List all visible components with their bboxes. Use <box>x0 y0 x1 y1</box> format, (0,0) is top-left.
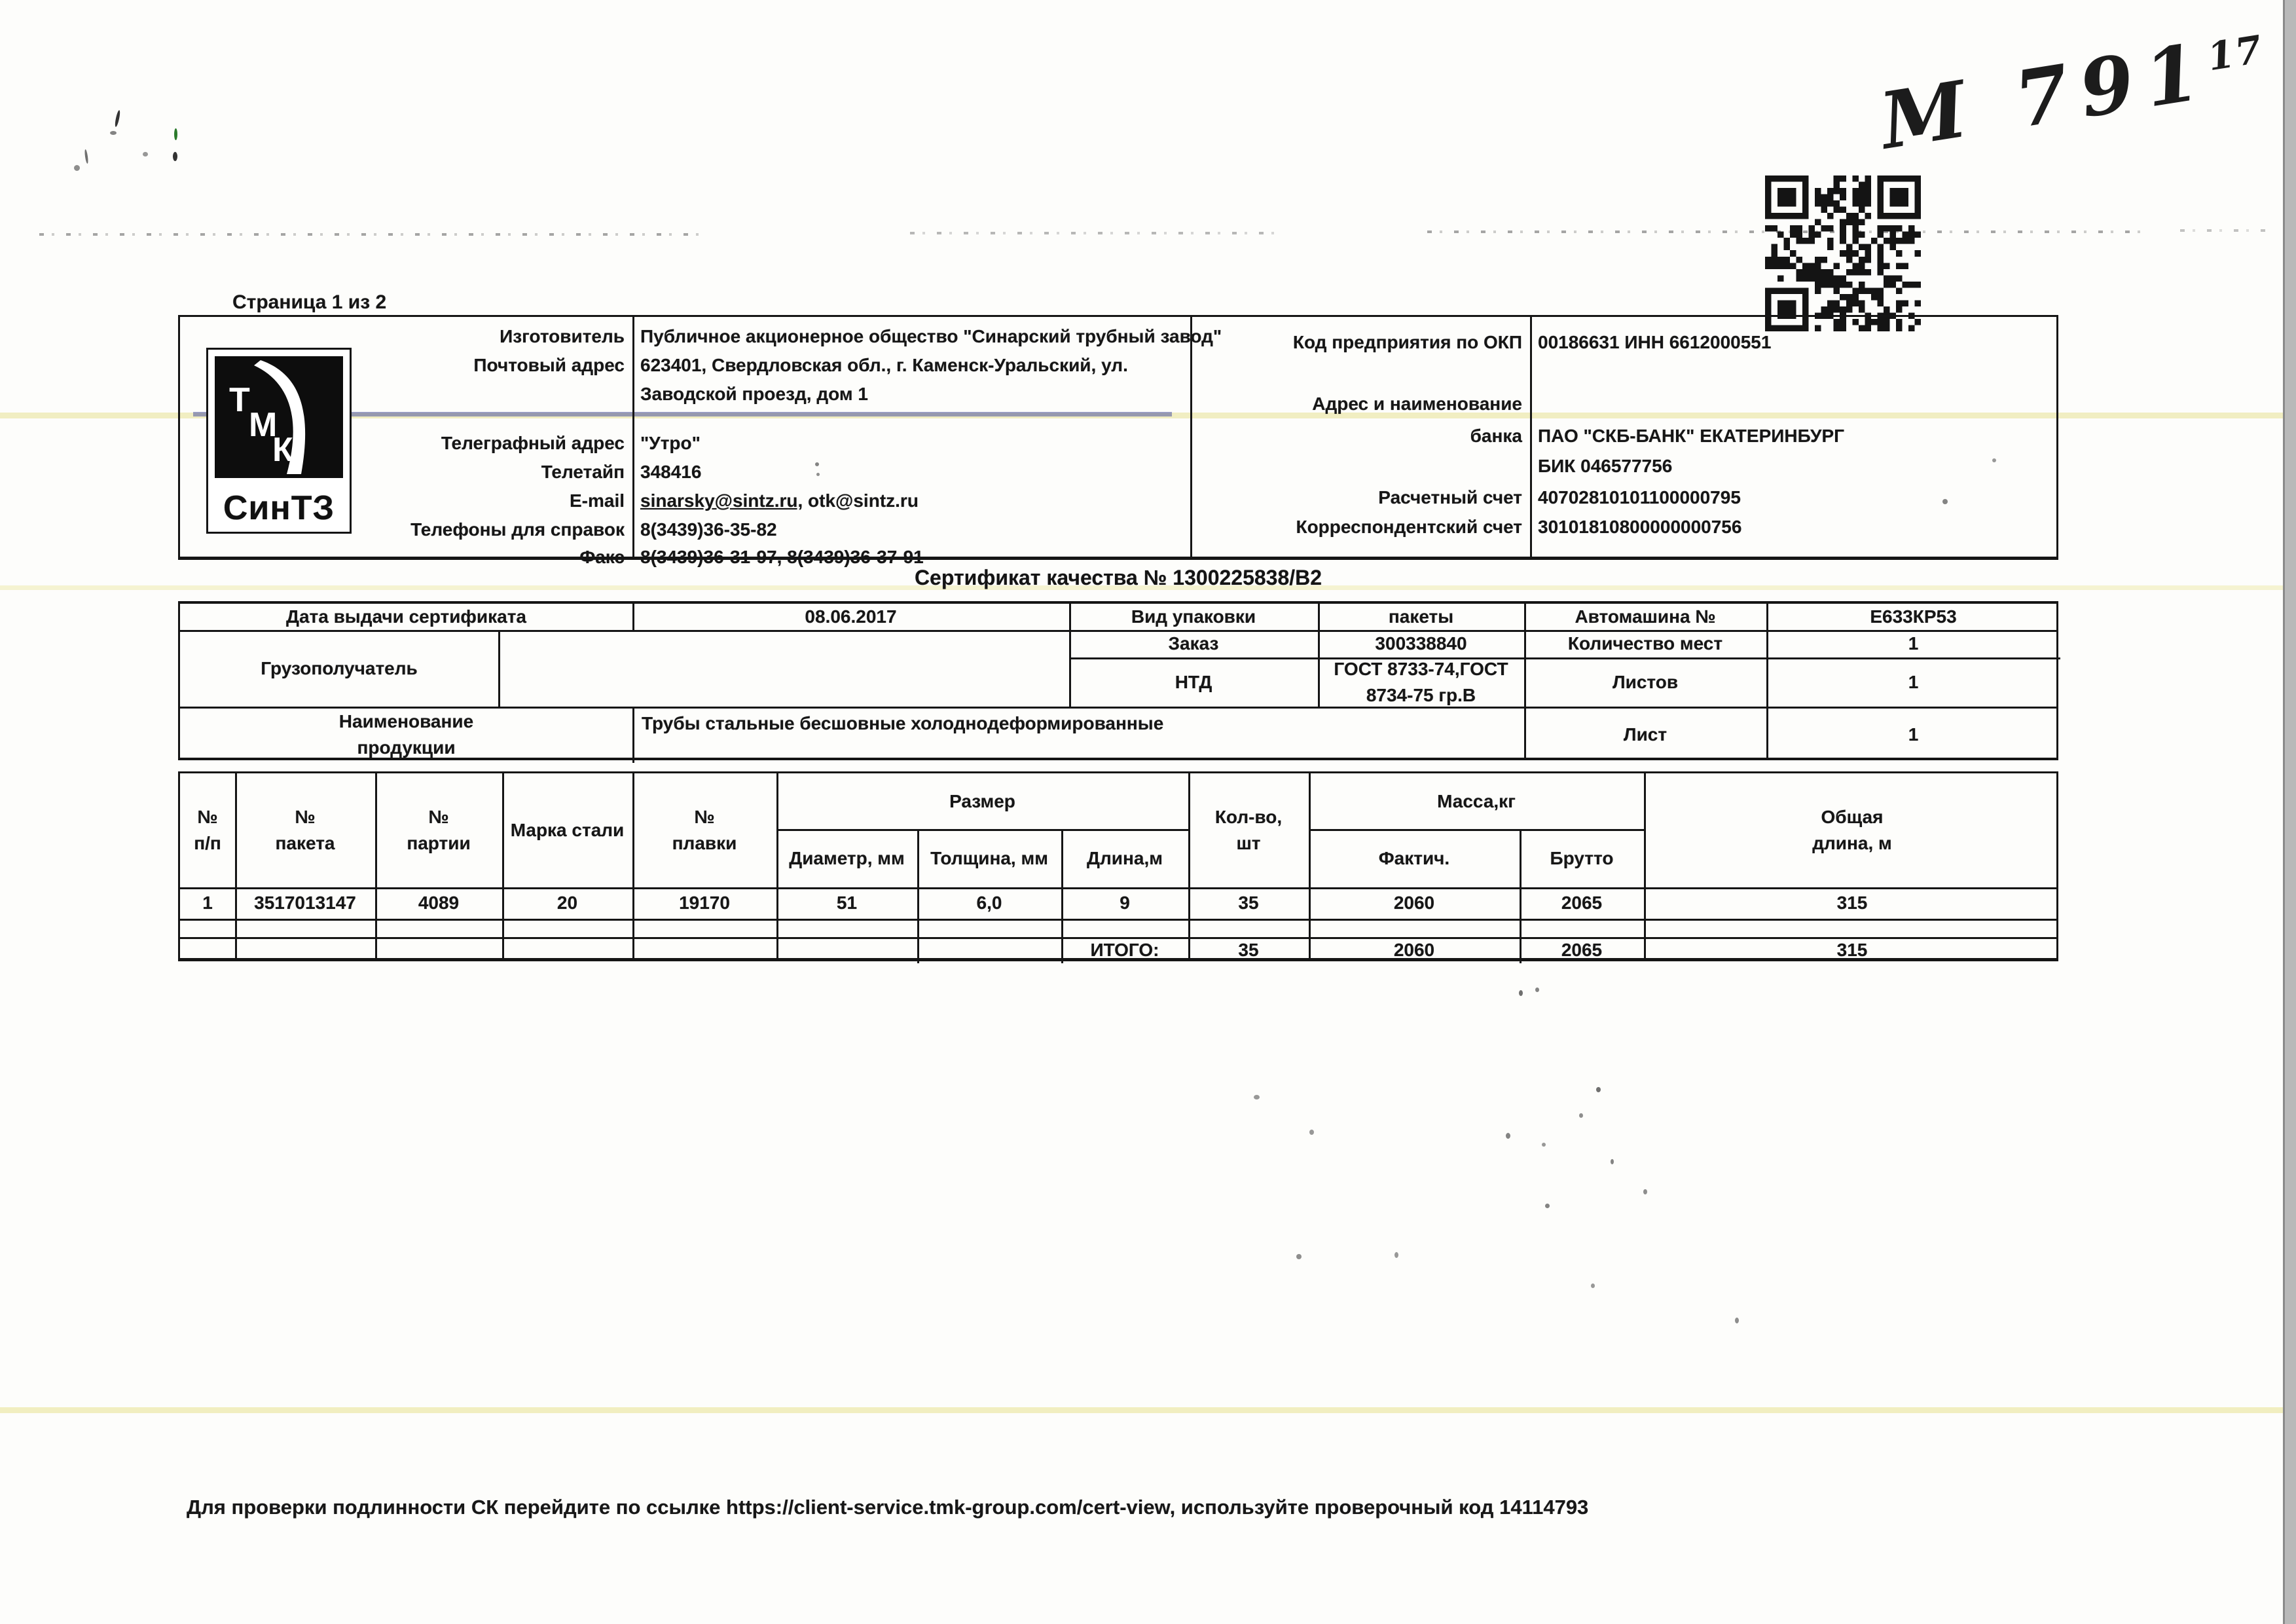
totals-label: ИТОГО: <box>1090 940 1159 960</box>
teletype-value: 348416 <box>640 462 702 482</box>
places-count-label: Количество мест <box>1567 633 1723 654</box>
email-primary: sinarsky@sintz.ru, <box>640 490 803 511</box>
row-mass-fact: 2060 <box>1393 893 1435 913</box>
correspondent-account-value: 30101810800000000756 <box>1538 517 1742 537</box>
handwritten-superscript: 17 <box>2204 26 2267 80</box>
okp-code-value: 00186631 ИНН 6612000551 <box>1538 332 1772 352</box>
col-header-package: № пакета <box>275 807 335 853</box>
page-indicator: Страница 1 из 2 <box>232 291 387 313</box>
svg-text:К: К <box>272 431 293 469</box>
tmk-logo-mark: Т М К <box>215 356 343 478</box>
teletype-label: Телетайп <box>541 462 625 482</box>
row-thickness: 6,0 <box>976 893 1002 913</box>
okp-code-label: Код предприятия по ОКП <box>1292 332 1522 352</box>
row-package: 3517013147 <box>254 893 356 913</box>
col-header-qty: Кол-во, шт <box>1214 807 1283 853</box>
qr-code <box>1765 175 1921 331</box>
postal-address-value: 623401, Свердловская обл., г. Каменск-Ур… <box>640 355 1128 404</box>
consignee-label: Грузополучатель <box>261 657 418 678</box>
issue-date-value: 08.06.2017 <box>805 606 897 627</box>
totals-total-length: 315 <box>1836 940 1868 960</box>
manufacturer-value: Публичное акционерное общество "Синарски… <box>640 326 1222 346</box>
telegraph-label: Телеграфный адрес <box>441 433 625 453</box>
col-header-mass-fact: Фактич. <box>1378 847 1450 868</box>
sheets-value: 1 <box>1908 671 1919 692</box>
col-header-mass-gross: Брутто <box>1550 847 1614 868</box>
ntd-label: НТД <box>1175 671 1212 692</box>
row-qty: 35 <box>1238 893 1259 913</box>
order-label: Заказ <box>1168 633 1219 654</box>
header-table: Т М К СинТЗ Изготовитель Публичное акцио… <box>178 315 2058 567</box>
phones-value: 8(3439)36-35-82 <box>640 519 777 540</box>
row-num: 1 <box>202 893 213 913</box>
col-header-total-length: Общая длина, м <box>1812 807 1892 853</box>
bank-label-line2: банка <box>1470 426 1522 446</box>
places-count-value: 1 <box>1908 633 1919 654</box>
col-header-diameter: Диаметр, мм <box>789 847 905 868</box>
col-group-mass: Масса,кг <box>1437 790 1516 811</box>
col-header-steel: Марка стали <box>510 820 625 840</box>
totals-mass-gross: 2065 <box>1561 940 1603 960</box>
verification-note: Для проверки подлинности СК перейдите по… <box>187 1496 1589 1519</box>
row-diameter: 51 <box>836 893 858 913</box>
sheet-value: 1 <box>1908 724 1919 745</box>
sheets-label: Листов <box>1612 671 1679 692</box>
scan-band-yellow <box>0 1407 2296 1413</box>
telegraph-value: "Утро" <box>640 433 701 453</box>
postal-address-label: Почтовый адрес <box>473 355 625 375</box>
correspondent-account-label: Корреспондентский счет <box>1296 517 1522 537</box>
tmk-logo: Т М К СинТЗ <box>206 348 352 534</box>
email-label: E-mail <box>569 490 625 511</box>
email-secondary: otk@sintz.ru <box>803 490 919 511</box>
col-header-thickness: Толщина, мм <box>930 847 1048 868</box>
scan-noise-line <box>2180 229 2265 232</box>
svg-text:Т: Т <box>229 381 250 419</box>
col-group-size: Размер <box>949 790 1015 811</box>
row-batch: 4089 <box>418 893 460 913</box>
order-value: 300338840 <box>1375 633 1467 654</box>
truck-number-value: Е633КР53 <box>1870 606 1957 627</box>
issue-date-label: Дата выдачи сертификата <box>286 606 526 627</box>
row-length: 9 <box>1120 893 1130 913</box>
info-table: Дата выдачи сертификата 08.06.2017 Вид у… <box>178 601 2060 763</box>
fax-value: 8(3439)36-31-97, 8(3439)36-37-91 <box>640 547 924 567</box>
col-header-num: № п/п <box>194 807 221 853</box>
settlement-account-label: Расчетный счет <box>1378 487 1522 507</box>
logo-subtitle: СинТЗ <box>223 489 335 527</box>
row-steel: 20 <box>556 893 578 913</box>
product-name-value: Трубы стальные бесшовные холоднодеформир… <box>642 713 1164 733</box>
settlement-account-value: 40702810101100000795 <box>1538 487 1741 507</box>
scan-noise-line <box>910 232 1277 234</box>
certificate-title: Сертификат качества № 1300225838/В2 <box>914 566 1322 589</box>
packing-type-label: Вид упаковки <box>1131 606 1256 627</box>
packing-type-value: пакеты <box>1388 606 1454 627</box>
bank-name-value: ПАО "СКБ-БАНК" ЕКАТЕРИНБУРГ <box>1538 426 1845 446</box>
row-heat: 19170 <box>679 893 730 913</box>
row-mass-gross: 2065 <box>1561 893 1603 913</box>
bank-bik-value: БИК 046577756 <box>1538 456 1673 476</box>
ntd-value: ГОСТ 8733-74,ГОСТ 8734-75 гр.В <box>1334 658 1508 705</box>
fax-label: Факс <box>579 547 625 567</box>
bank-label-line1: Адрес и наименование <box>1312 394 1522 414</box>
truck-number-label: Автомашина № <box>1575 606 1716 627</box>
manufacturer-label: Изготовитель <box>500 326 625 346</box>
scan-noise-line <box>39 233 707 236</box>
email-value: sinarsky@sintz.ru, otk@sintz.ru <box>640 487 919 515</box>
col-header-batch: № партии <box>407 807 471 853</box>
pipes-data-table: № п/п № пакета № партии Марка стали № пл… <box>178 771 2058 963</box>
handwritten-number: М 791 <box>1874 24 2217 167</box>
totals-mass-fact: 2060 <box>1393 940 1435 960</box>
row-total-length: 315 <box>1836 893 1868 913</box>
sheet-label: Лист <box>1623 724 1667 745</box>
scanner-edge <box>2283 0 2296 1624</box>
consignee-value <box>498 630 1069 707</box>
col-header-heat: № плавки <box>672 807 737 853</box>
phones-label: Телефоны для справок <box>410 519 625 540</box>
col-header-length: Длина,м <box>1087 847 1163 868</box>
svg-text:М: М <box>249 406 277 444</box>
totals-qty: 35 <box>1238 940 1259 960</box>
handwritten-note: М 79117 <box>1874 16 2272 167</box>
product-name-label: Наименование продукции <box>338 711 474 758</box>
